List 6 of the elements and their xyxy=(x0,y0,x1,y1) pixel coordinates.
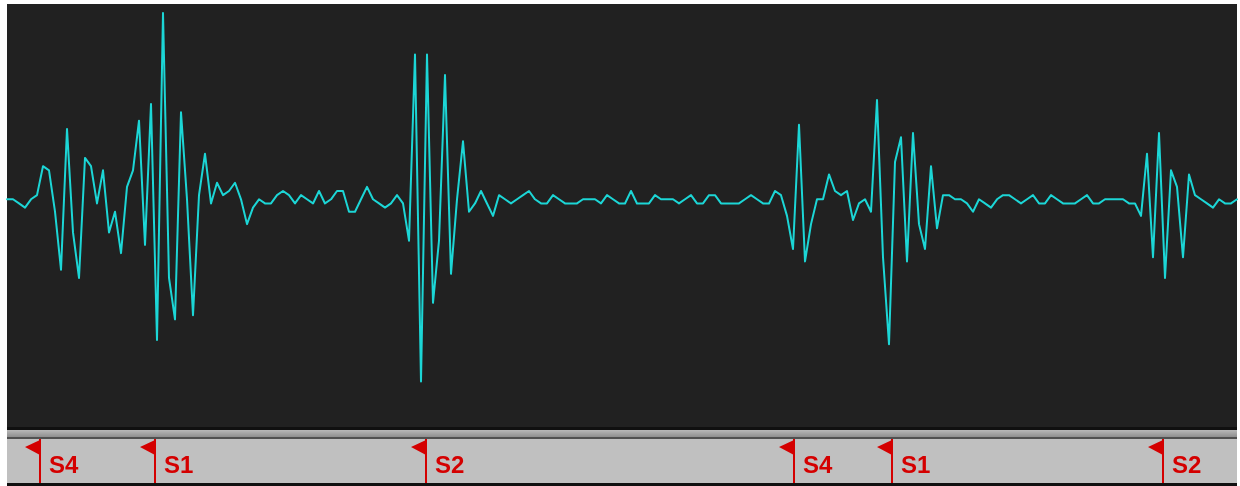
text: S4 xyxy=(49,451,79,478)
text: S2 xyxy=(435,451,465,478)
text: S1 xyxy=(164,451,194,478)
text: S4 xyxy=(803,451,833,478)
text: S1 xyxy=(901,451,931,478)
text: S2 xyxy=(1172,451,1202,478)
